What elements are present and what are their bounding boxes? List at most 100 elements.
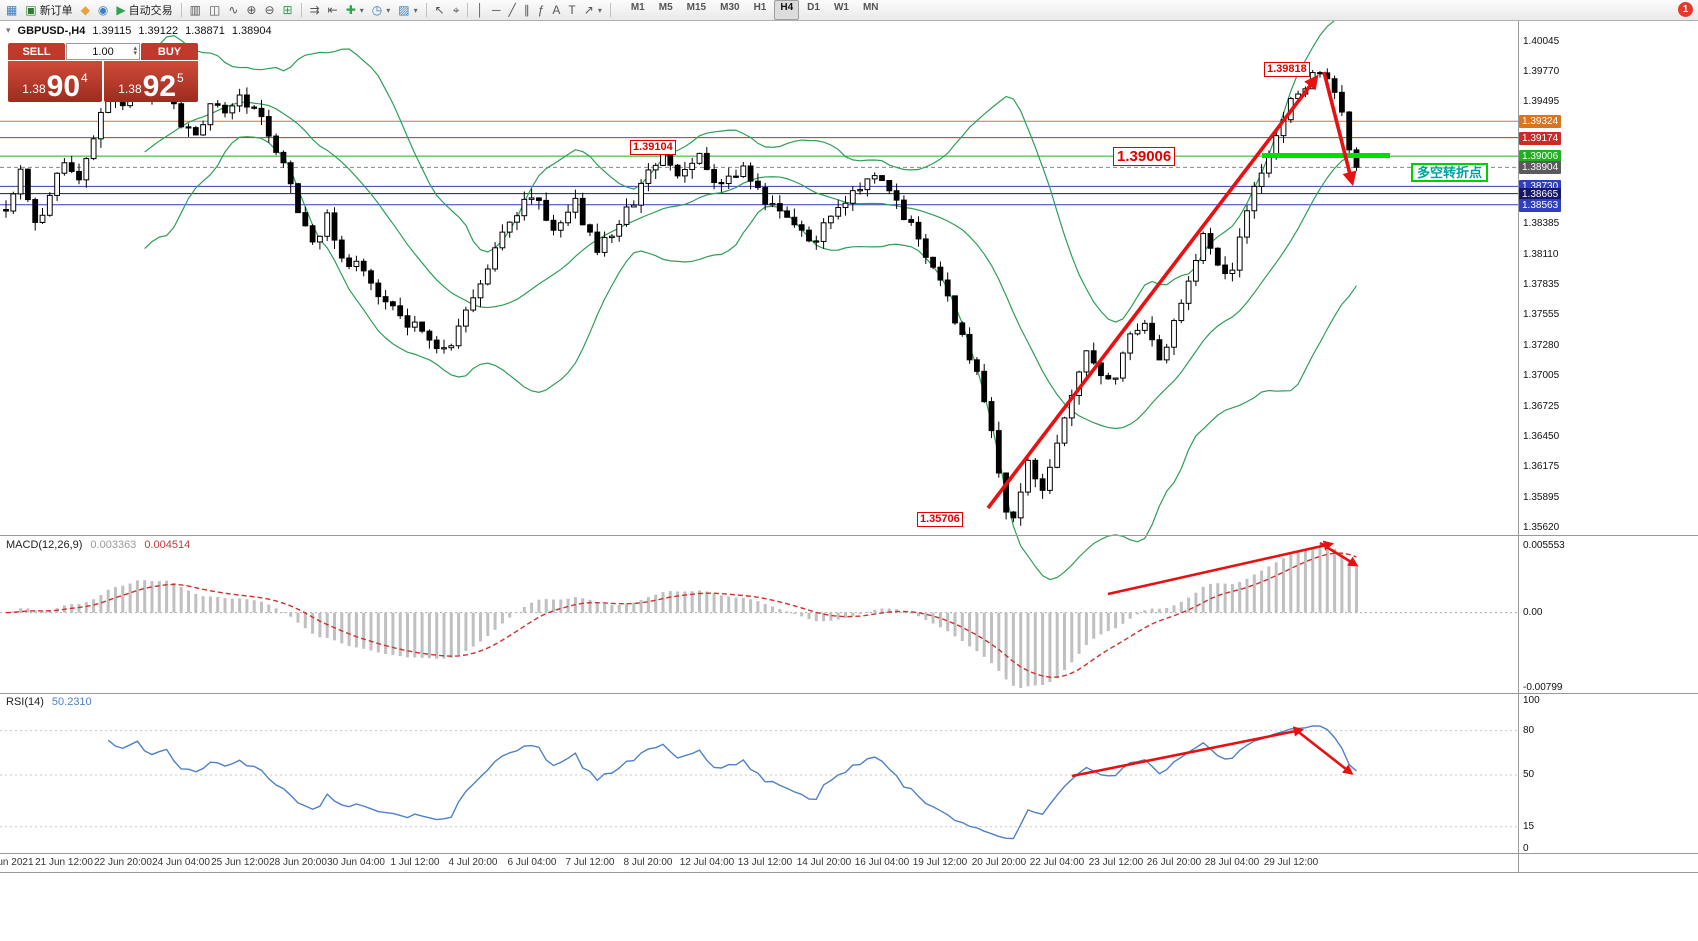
toolbar-text-button[interactable]: A — [548, 1, 564, 19]
price-axis-tick: 1.35620 — [1523, 522, 1560, 533]
toolbar-channel-button[interactable]: ∥ — [520, 1, 534, 19]
horizontal-line-icon: ─ — [491, 3, 501, 17]
time-axis-label: 19 Jul 12:00 — [912, 857, 968, 868]
toolbar-auto-scroll-button[interactable]: ⇉ — [306, 1, 324, 19]
arrows-icon: ↗ — [583, 3, 594, 17]
toolbar-arrows-button[interactable]: ↗ ▾ — [580, 1, 606, 19]
toolbar-zoom-in-button[interactable]: ⊕ — [242, 1, 260, 19]
macd-value-1: 0.003363 — [90, 539, 137, 551]
buy-price-pips: 92 — [142, 69, 177, 103]
autotrading-icon: ▶ — [116, 3, 126, 17]
low-value: 1.38871 — [185, 25, 225, 37]
time-axis-label: 25 Jun 12:00 — [211, 857, 269, 868]
price-axis-tag: 1.39006 — [1519, 150, 1562, 164]
rsi-axis-label: 50 — [1523, 769, 1535, 780]
one-click-trading-panel: SELL 1.00 ▴ ▾ BUY 1.38 90 4 1.38 92 5 — [8, 43, 198, 102]
toolbar-vertical-line-button[interactable]: │ — [472, 1, 488, 19]
crosshair-icon: ⌖ — [452, 3, 460, 17]
toolbar-separator — [180, 3, 182, 17]
price-axis-tick: 1.37005 — [1523, 369, 1560, 381]
trend-arrow-macd-1 — [1319, 541, 1359, 567]
fibonacci-icon: ƒ — [537, 3, 545, 17]
mql5-icon: ◆ — [80, 3, 90, 17]
toolbar-chart-shift-button[interactable]: ⇤ — [324, 1, 342, 19]
autotrading-label: 自动交易 — [128, 5, 173, 17]
toolbar-separator — [467, 3, 469, 17]
chart-line-icon: ∿ — [228, 3, 239, 17]
time-axis-label: 22 Jun 20:00 — [94, 857, 152, 868]
toolbar-text-label-button[interactable]: T — [564, 1, 579, 19]
timeframe-m15-button[interactable]: M15 — [686, 2, 707, 13]
toolbar-new-chart-button[interactable]: ▦ — [2, 1, 21, 19]
rsi-axis-label: 0 — [1523, 843, 1529, 854]
rsi-label-row: RSI(14) 50.2310 — [6, 696, 92, 708]
timeframe-m30-button[interactable]: M30 — [720, 2, 740, 13]
trend-arrow-rsi-1 — [1295, 728, 1354, 775]
timeframe-d1-button[interactable]: D1 — [807, 2, 820, 13]
toolbar-chart-candles-button[interactable]: ◫ — [205, 1, 224, 19]
indicators-dropdown-icon[interactable]: ▾ — [359, 5, 364, 15]
toolbar-autotrading-button[interactable]: ▶ 自动交易 — [112, 1, 176, 19]
cursor-icon: ↖ — [434, 3, 445, 17]
toolbar-indicators-button[interactable]: ✚ ▾ — [342, 1, 368, 19]
time-axis-label: 16 Jul 04:00 — [854, 857, 910, 868]
zoom-out-icon: ⊖ — [264, 3, 275, 17]
volume-down-icon[interactable]: ▾ — [133, 49, 137, 57]
sell-button[interactable]: SELL — [8, 43, 65, 60]
new-order-icon: ▣ — [25, 3, 37, 17]
buy-price-button[interactable]: 1.38 92 5 — [104, 61, 198, 102]
time-axis-label: 29 Jul 12:00 — [1263, 857, 1319, 868]
price-axis-tick: 1.40045 — [1523, 36, 1560, 47]
trend-arrow-rsi-0 — [1071, 726, 1305, 778]
volume-up-icon[interactable]: ▴ — [133, 45, 137, 53]
periods-icon: ◷ — [371, 3, 383, 17]
notifications-badge[interactable]: 1 — [1678, 2, 1693, 17]
toolbar-periods-button[interactable]: ◷ ▾ — [368, 1, 395, 19]
time-axis-label: 28 Jun 20:00 — [269, 857, 327, 868]
toolbar-mql5-button[interactable]: ◆ — [77, 1, 94, 19]
timeframe-m1-button[interactable]: M1 — [630, 2, 645, 13]
buy-button[interactable]: BUY — [141, 43, 198, 60]
price-axis-tick: 1.36725 — [1523, 400, 1560, 412]
toolbar-horizontal-line-button[interactable]: ─ — [488, 1, 505, 19]
toolbar-chart-bars-button[interactable]: ▥ — [186, 1, 205, 19]
time-axis-label: 14 Jul 20:00 — [796, 857, 852, 868]
periods-dropdown-icon[interactable]: ▾ — [386, 5, 391, 15]
time-axis-label: 1 Jul 12:00 — [390, 857, 440, 868]
toolbar-fibonacci-button[interactable]: ƒ — [534, 1, 549, 19]
timeframe-w1-button[interactable]: W1 — [833, 2, 849, 13]
volume-steppers[interactable]: ▴ ▾ — [133, 44, 137, 59]
templates-dropdown-icon[interactable]: ▾ — [413, 5, 418, 15]
sell-price-pips: 90 — [46, 69, 81, 103]
toolbar-cursor-button[interactable]: ↖ — [431, 1, 449, 19]
time-axis-label: 30 Jun 04:00 — [327, 857, 385, 868]
time-axis-label: 8 Jul 20:00 — [623, 857, 673, 868]
arrows-dropdown-icon[interactable]: ▾ — [597, 5, 602, 15]
macd-label-row: MACD(12,26,9) 0.003363 0.004514 — [6, 539, 190, 551]
price-axis-tag: 1.39324 — [1519, 115, 1562, 129]
volume-input[interactable]: 1.00 ▴ ▾ — [66, 43, 140, 60]
buy-price-prefix: 1.38 — [118, 82, 142, 96]
price-axis-tick: 1.37555 — [1523, 309, 1560, 321]
toolbar-zoom-out-button[interactable]: ⊖ — [260, 1, 278, 19]
timeframe-m5-button[interactable]: M5 — [658, 2, 673, 13]
time-axis-label: 6 Jul 04:00 — [507, 857, 557, 868]
chart-menu-icon[interactable]: ▾ — [6, 25, 11, 35]
time-axis-label: 12 Jul 04:00 — [679, 857, 735, 868]
toolbar-crosshair-button[interactable]: ⌖ — [449, 1, 464, 19]
timeframe-h4-button[interactable]: H4 — [774, 0, 800, 20]
toolbar-new-order-button[interactable]: ▣ 新订单 — [21, 1, 76, 19]
toolbar-tile-windows-button[interactable]: ⊞ — [279, 1, 297, 19]
chart-bars-icon: ▥ — [189, 3, 201, 17]
new-order-label: 新订单 — [39, 5, 73, 17]
timeframe-h1-button[interactable]: H1 — [753, 2, 767, 13]
toolbar-templates-button[interactable]: ▨ ▾ — [394, 1, 421, 19]
sell-price-button[interactable]: 1.38 90 4 — [8, 61, 102, 102]
toolbar-profile-button[interactable]: ◉ — [94, 1, 112, 19]
toolbar-trendline-button[interactable]: ╱ — [504, 1, 519, 19]
toolbar-chart-line-button[interactable]: ∿ — [224, 1, 242, 19]
indicators-icon: ✚ — [345, 3, 356, 17]
text-icon: A — [552, 3, 561, 17]
timeframe-mn-button[interactable]: MN — [862, 2, 879, 13]
